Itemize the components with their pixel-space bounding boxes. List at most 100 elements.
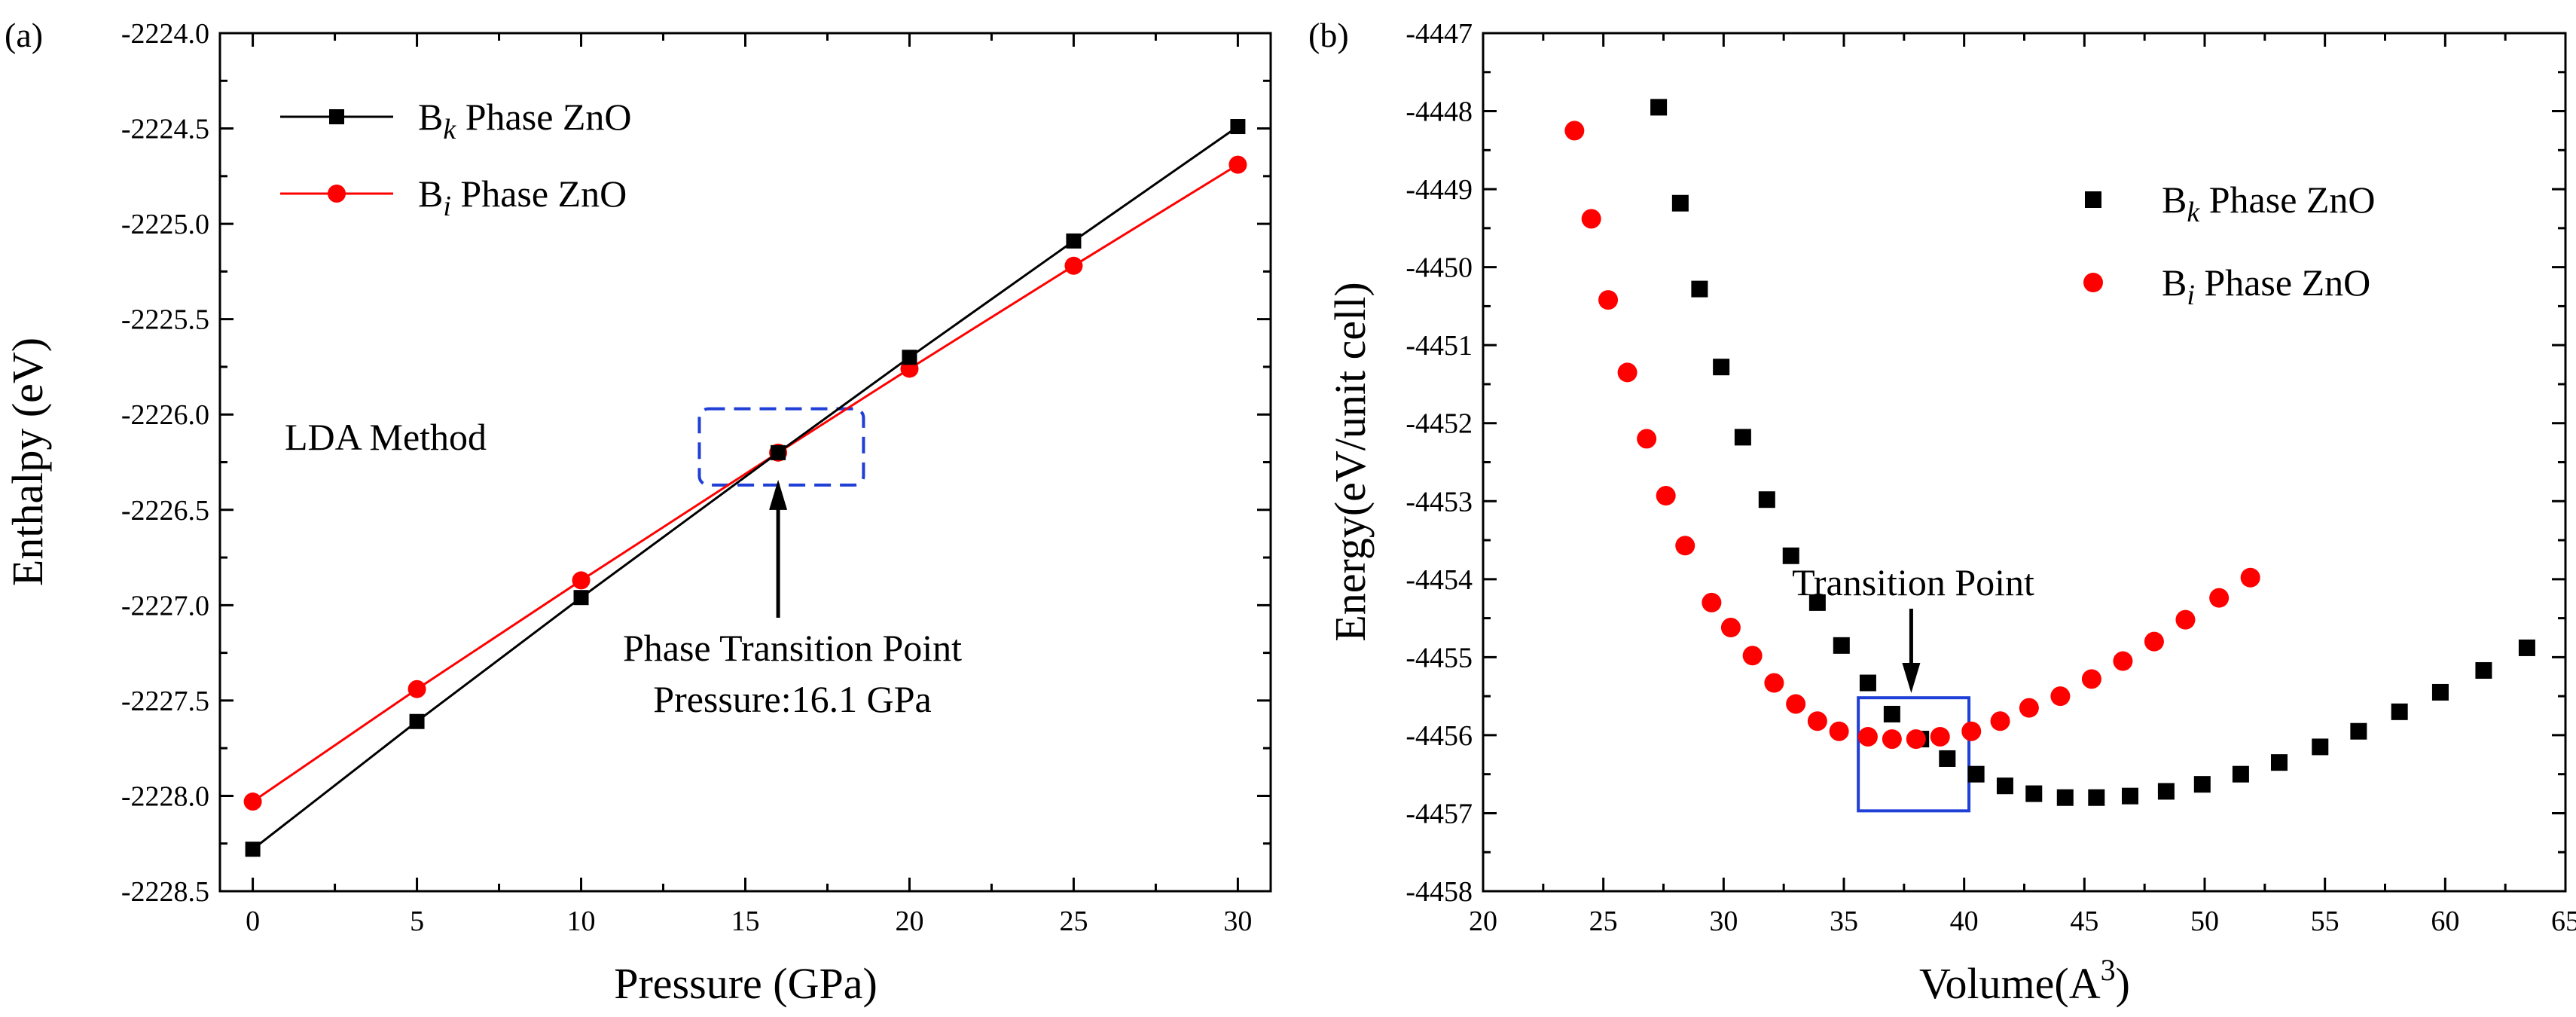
series-line-bk — [252, 125, 1239, 851]
data-point-bk — [2157, 783, 2175, 800]
legend-label-bk-rest: Phase ZnO — [456, 96, 631, 138]
panel-a-y-tick-label: -2228.5 — [121, 876, 209, 908]
data-point-bk — [2122, 787, 2139, 805]
data-point-bi — [1702, 592, 1722, 612]
panel-b-transition-arrowhead — [1902, 663, 1921, 693]
panel-a-x-tick-label: 10 — [567, 906, 596, 937]
data-point-bk — [2475, 661, 2492, 679]
legend-label-bk: Bk Phase ZnO — [418, 96, 632, 145]
data-point-bi — [1906, 729, 1926, 750]
data-point-bk — [2232, 765, 2249, 783]
panel-a-transition-pressure: Pressure:16.1 GPa — [653, 678, 931, 720]
data-point-bi — [1228, 155, 1247, 174]
panel-b-legend: Bk Phase ZnO Bi Phase ZnO — [2083, 179, 2376, 311]
panel-a-ticks — [220, 32, 1271, 893]
data-point-bk — [2312, 738, 2329, 756]
data-point-bk — [2350, 722, 2367, 740]
panel-a-x-axis-label: Pressure (GPa) — [614, 959, 877, 1008]
panel-b-x-axis-label-sup: 3 — [2101, 953, 2116, 987]
legend-marker-bk — [329, 109, 344, 124]
data-point-bi — [1807, 711, 1827, 731]
legend-label-bk: Bk Phase ZnO — [2162, 179, 2376, 228]
panel-b-y-tick-label: -4451 — [1406, 330, 1473, 362]
data-point-bi — [1637, 429, 1657, 449]
panel-b-x-tick-label: 50 — [2190, 906, 2219, 937]
data-point-bk — [1734, 429, 1751, 446]
data-point-bk — [771, 444, 786, 460]
legend-label-bi-base: B — [2162, 261, 2187, 304]
data-point-bi — [1764, 673, 1784, 693]
panel-b-plot-frame — [1482, 32, 2567, 893]
panel-b-y-tick-label: -4456 — [1406, 720, 1473, 752]
panel-b-y-tick-label: -4447 — [1406, 18, 1473, 50]
data-point-bi — [2050, 686, 2071, 707]
data-point-bi — [2144, 631, 2164, 652]
data-point-bi — [1882, 729, 1902, 750]
data-point-bi — [2081, 669, 2101, 689]
panel-b-x-axis-label-end: ) — [2116, 959, 2130, 1008]
panel-a-y-axis-label: Enthalpy (eV) — [3, 337, 52, 586]
panel-a-method-label: LDA Method — [285, 416, 487, 458]
data-point-bk — [2025, 785, 2043, 802]
data-point-bk — [902, 350, 917, 365]
legend-label-bi-sub: i — [443, 191, 451, 222]
data-point-bi — [572, 571, 591, 590]
legend-label-bi: Bi Phase ZnO — [2162, 261, 2370, 311]
panel-b-x-tick-label: 35 — [1830, 906, 1858, 937]
data-point-bi — [1961, 721, 1982, 741]
panel-b-x-tick-label: 45 — [2070, 906, 2098, 937]
data-point-bi — [1720, 618, 1741, 638]
data-point-bi — [243, 793, 262, 811]
legend-marker-bk — [2085, 191, 2101, 208]
data-point-bk — [2270, 754, 2288, 771]
data-point-bk — [245, 841, 261, 857]
panel-b-x-tick-label: 60 — [2431, 906, 2459, 937]
panel-b-y-tick-label: -4458 — [1406, 876, 1473, 908]
panel-b-y-tick-label: -4453 — [1406, 486, 1473, 518]
panel-a-series — [243, 119, 1247, 857]
data-point-bk — [409, 713, 425, 729]
panel-b-label: (b) — [1308, 16, 1349, 54]
data-point-bi — [1786, 694, 1806, 714]
panel-a-transition-box — [697, 407, 865, 487]
data-point-bi — [1829, 721, 1849, 741]
panel-a-y-tick-label: -2224.0 — [121, 18, 209, 50]
panel-a-y-tick-label: -2227.5 — [121, 686, 209, 717]
panel-a-x-tick-label: 15 — [731, 906, 760, 937]
data-point-bk — [1967, 765, 1985, 783]
panel-b-x-axis-label: Volume(A3) — [1919, 953, 2130, 1008]
data-point-bi — [1064, 256, 1083, 275]
panel-a-x-tick-label: 25 — [1059, 906, 1088, 937]
panel-a-x-tick-label: 20 — [895, 906, 923, 937]
panel-b: (b) 20 25 30 35 40 45 50 55 60 65 -4447 -4448 -4449 -… — [1308, 16, 2576, 1008]
panel-b-series — [1564, 99, 2535, 806]
panel-a-y-tick-label: -2227.0 — [121, 590, 209, 622]
panel-b-x-tick-label: 30 — [1709, 906, 1738, 937]
legend-label-bk-rest: Phase ZnO — [2199, 179, 2375, 221]
panel-b-y-tick-label: -4449 — [1406, 174, 1473, 206]
legend-label-bi-base: B — [418, 173, 443, 215]
panel-b-transition-label: Transition Point — [1792, 561, 2034, 603]
legend-label-bk-base: B — [418, 96, 443, 138]
data-point-bk — [1833, 637, 1850, 654]
data-point-bk — [1691, 280, 1708, 298]
panel-b-annotations: Transition Point — [1792, 561, 2034, 813]
panel-a-transition-label: Phase Transition Point — [623, 627, 962, 669]
data-point-bk — [2088, 789, 2105, 806]
data-point-bi — [2209, 588, 2230, 608]
data-point-bi — [1857, 726, 1878, 747]
data-point-bi — [2240, 567, 2260, 588]
panel-b-y-tick-label: -4452 — [1406, 408, 1473, 440]
panel-a-transition-arrowhead — [769, 479, 788, 510]
panel-b-x-tick-label: 20 — [1469, 906, 1497, 937]
data-point-bk — [1883, 705, 1900, 722]
panel-a-annotations: LDA Method Phase Transition Point Pressu… — [285, 407, 962, 720]
legend-label-bi-sub: i — [2187, 279, 2195, 311]
data-point-bi — [1564, 121, 1585, 141]
panel-b-tick-labels: 20 25 30 35 40 45 50 55 60 65 -4447 -4448 -4449 -4450… — [1406, 18, 2576, 937]
legend-label-bi-rest: Phase ZnO — [451, 173, 627, 215]
panel-a-x-tick-label: 0 — [246, 906, 260, 937]
panel-a-y-tick-label: -2226.5 — [121, 495, 209, 527]
data-point-bk — [573, 590, 589, 606]
data-point-bk — [1859, 674, 1876, 692]
